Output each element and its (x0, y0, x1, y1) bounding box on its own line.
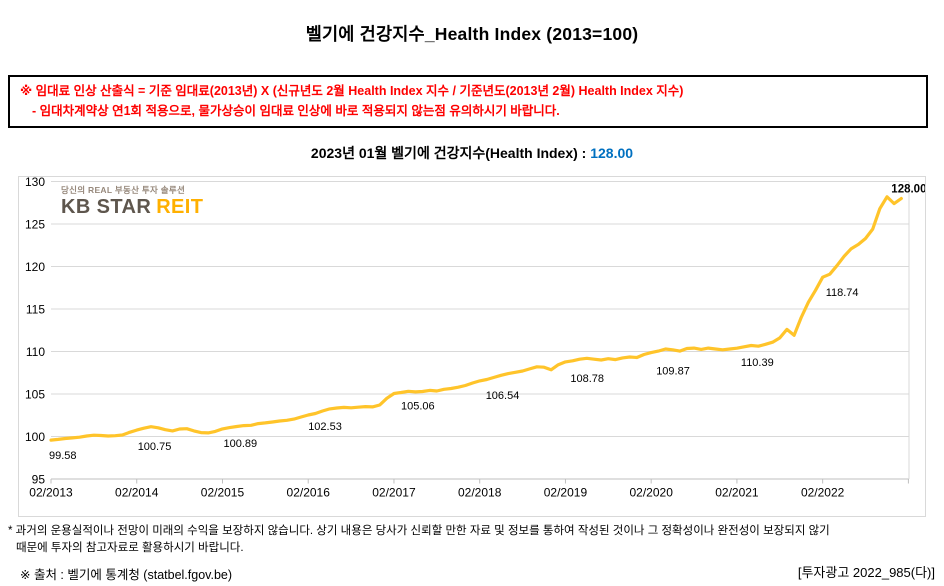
kb-star-reit-logo: 당신의 REAL 부동산 투자 솔루션 KB STAR REIT (61, 186, 203, 217)
x-axis-label-02-2013: 02/2013 (29, 486, 73, 500)
y-axis-label-110: 110 (26, 345, 45, 359)
chart-subtitle-value: 128.00 (590, 145, 634, 161)
rent-formula-line: ※ 임대료 인상 산출식 = 기준 임대료(2013년) X (신규년도 2월 … (20, 84, 684, 98)
data-point-label-109.87: 109.87 (656, 366, 690, 378)
chart-subtitle: 2023년 01월 벨기에 건강지수(Health Index) : 128.0… (0, 143, 944, 163)
logo-name-accent: REIT (156, 195, 204, 218)
health-index-line-series (49, 195, 903, 442)
x-axis-label-02-2016: 02/2016 (287, 486, 331, 500)
page-title: 벨기에 건강지수_Health Index (2013=100) (305, 24, 639, 44)
disclaimer-footnote: * 과거의 운용실적이나 전망이 미래의 수익을 보장하지 않습니다. 상기 내… (8, 523, 830, 558)
chart-subtitle-label: 2023년 01월 벨기에 건강지수(Health Index) : (310, 145, 591, 161)
x-axis-label-02-2017: 02/2017 (372, 486, 416, 500)
y-axis-label-130: 130 (25, 177, 45, 189)
rent-formula-notice-box: ※ 임대료 인상 산출식 = 기준 임대료(2013년) X (신규년도 2월 … (8, 75, 928, 128)
x-axis-label-02-2021: 02/2021 (715, 486, 759, 500)
logo-tagline: 당신의 REAL 부동산 투자 솔루션 (61, 185, 186, 195)
disclaimer-line-1: * 과거의 운용실적이나 전망이 미래의 수익을 보장하지 않습니다. 상기 내… (8, 525, 830, 537)
data-point-label-100.75: 100.75 (138, 441, 172, 453)
ad-approval-code: [투자광고 2022_985(다)] (797, 565, 935, 580)
health-index-chart: 95 100 105 110 115 120 125 130 02/2013 02/2014 02/… (18, 176, 926, 517)
x-axis-label-02-2020: 02/2020 (629, 486, 673, 500)
health-index-chart-svg: 95 100 105 110 115 120 125 130 02/2013 02/2014 02/… (25, 177, 925, 500)
x-axis-label-02-2019: 02/2019 (544, 486, 588, 500)
y-axis-label-95: 95 (32, 473, 46, 487)
y-axis-label-100: 100 (25, 430, 45, 444)
x-axis-label-02-2018: 02/2018 (458, 486, 502, 500)
data-source-note: ※ 출처 : 벨기에 통계청 (statbel.fgov.be) (20, 568, 233, 582)
y-axis-label-125: 125 (25, 218, 45, 232)
logo-name-primary: KB STAR (61, 195, 152, 218)
data-point-label-99.58: 99.58 (49, 450, 77, 462)
x-axis-label-02-2014: 02/2014 (115, 486, 159, 500)
data-point-label-105.06: 105.06 (401, 401, 435, 413)
data-point-label-118.74: 118.74 (826, 287, 859, 299)
data-point-label-100.89: 100.89 (224, 438, 258, 450)
y-axis-label-120: 120 (25, 260, 45, 274)
data-point-label-102.53: 102.53 (308, 421, 342, 433)
data-point-label-128.00: 128.00 (891, 184, 925, 196)
x-axis-label-02-2022: 02/2022 (801, 486, 845, 500)
logo-name: KB STAR REIT (61, 197, 203, 217)
rent-formula-caution-line: - 임대차계약상 연1회 적용으로, 물가상승이 임대료 인상에 바로 적용되지… (32, 104, 560, 118)
data-point-label-106.54: 106.54 (486, 390, 520, 402)
y-axis-label-115: 115 (26, 303, 45, 317)
x-axis-label-02-2015: 02/2015 (201, 486, 245, 500)
disclaimer-line-2: 때문에 투자의 참고자료로 활용하시기 바랍니다. (16, 542, 244, 555)
y-axis-label-105: 105 (25, 388, 45, 402)
data-point-label-110.39: 110.39 (741, 357, 774, 369)
data-point-label-108.78: 108.78 (570, 373, 604, 385)
